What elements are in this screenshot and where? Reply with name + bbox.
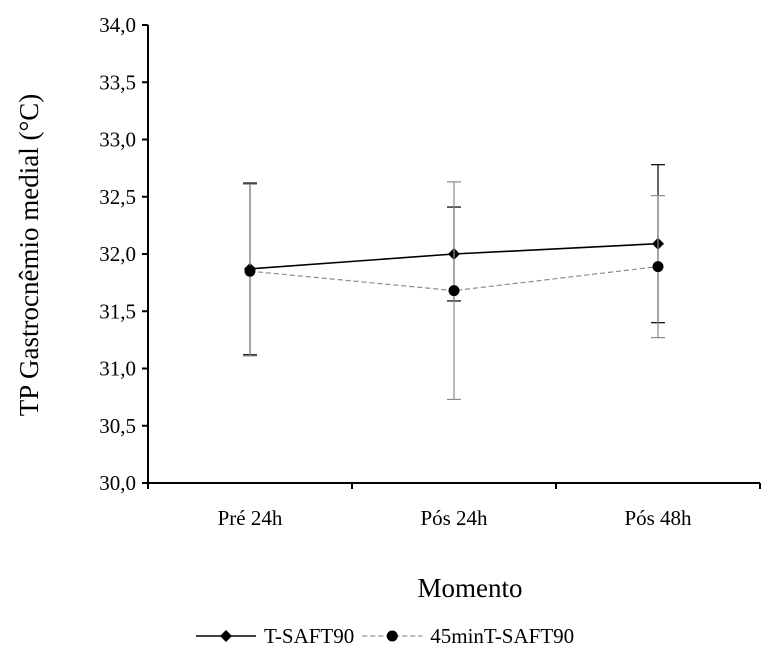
- x-ticks: Pré 24h Pós 24h Pós 48h: [147, 483, 761, 530]
- y-tick-label: 33,0: [99, 128, 136, 152]
- y-ticks: 30,0 30,5 31,0 31,5 32,0 32,5 33,0 33,5 34,0: [99, 13, 148, 495]
- y-tick-label: 30,5: [99, 414, 136, 438]
- y-axis-title: TP Gastrocnêmio medial (°C): [14, 94, 44, 416]
- y-tick-label: 32,5: [99, 185, 136, 209]
- legend: T-SAFT90 45minT-SAFT90: [196, 624, 574, 648]
- legend-item-1: T-SAFT90: [196, 624, 354, 648]
- series-layer: [243, 164, 665, 401]
- x-tick-label: Pós 24h: [420, 506, 488, 530]
- y-tick-label: 33,5: [99, 70, 136, 94]
- x-tick-label: Pré 24h: [218, 506, 283, 530]
- series-2: [243, 181, 665, 401]
- x-tick-label: Pós 48h: [624, 506, 692, 530]
- legend-marker: [220, 630, 232, 642]
- y-tick-label: 30,0: [99, 471, 136, 495]
- data-point: [652, 261, 664, 273]
- data-point: [448, 285, 460, 297]
- x-axis-title: Momento: [418, 573, 523, 603]
- y-tick-label: 31,5: [99, 299, 136, 323]
- legend-item-2: 45minT-SAFT90: [362, 624, 574, 648]
- legend-label: T-SAFT90: [264, 624, 354, 648]
- y-tick-label: 32,0: [99, 242, 136, 266]
- legend-marker: [386, 630, 398, 642]
- legend-label: 45minT-SAFT90: [430, 624, 574, 648]
- y-tick-label: 34,0: [99, 13, 136, 37]
- y-tick-label: 31,0: [99, 357, 136, 381]
- data-point: [244, 265, 256, 277]
